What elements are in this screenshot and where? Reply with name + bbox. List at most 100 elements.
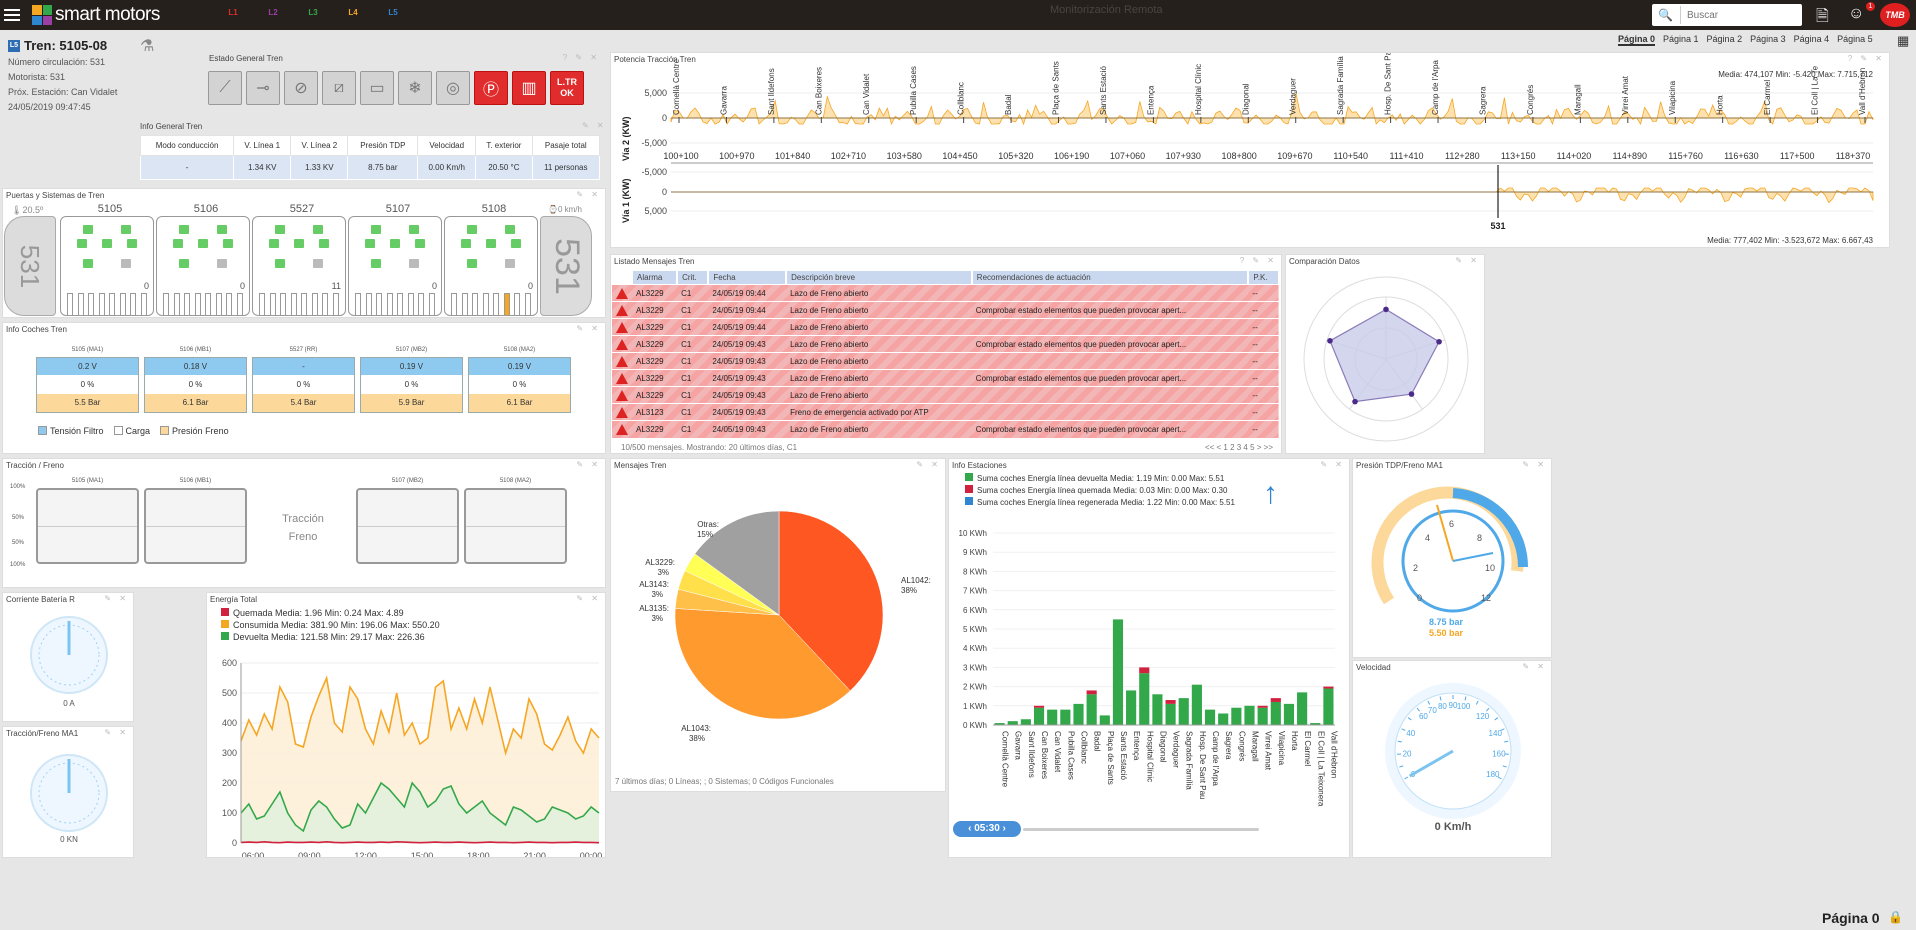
car-5108[interactable]: 0 xyxy=(444,216,538,316)
menu-icon[interactable] xyxy=(4,6,20,24)
traccion-bar[interactable] xyxy=(464,488,567,564)
bar-devuelta[interactable] xyxy=(1047,709,1058,725)
table-row[interactable]: AL3229 C1 24/05/19 09:44 Lazo de Freno abie… xyxy=(612,284,1279,302)
radar-point[interactable] xyxy=(1436,338,1442,345)
pie-slice-al1043[interactable] xyxy=(674,608,851,720)
time-slider-handle[interactable]: ‹ 05:30 › xyxy=(953,821,1021,837)
bar-devuelta[interactable] xyxy=(1152,694,1163,725)
search-icon[interactable]: 🔍 xyxy=(1658,8,1673,22)
panel-controls[interactable]: ✎ ✕ xyxy=(576,460,601,469)
tab-pagina-3[interactable]: Página 3 xyxy=(1750,34,1786,44)
radar-point[interactable] xyxy=(1352,398,1358,405)
radar-point[interactable] xyxy=(1408,391,1415,397)
tab-pagina-2[interactable]: Página 2 xyxy=(1706,34,1743,44)
panel-controls[interactable]: ? ✎ ✕ xyxy=(562,53,600,62)
bar-quemada[interactable] xyxy=(1257,705,1268,708)
table-row[interactable]: AL3123 C1 24/05/19 09:43 Freno de emergenci… xyxy=(612,403,1279,421)
pie-slice-otras[interactable] xyxy=(694,510,780,616)
bar-devuelta[interactable] xyxy=(1297,692,1308,725)
parking-brake-icon[interactable]: ◎ xyxy=(436,71,470,105)
bar-devuelta[interactable] xyxy=(1191,684,1202,725)
panel-controls[interactable]: ✎ ✕ xyxy=(104,594,129,603)
train-head-left[interactable]: 531 xyxy=(4,216,56,316)
panel-controls[interactable]: ✎ ✕ xyxy=(576,594,601,603)
bar-devuelta[interactable] xyxy=(1310,723,1321,725)
bar-devuelta[interactable] xyxy=(1178,698,1189,725)
brake-disc-icon[interactable]: ⊘ xyxy=(284,71,318,105)
car-5105[interactable]: 0 xyxy=(60,216,154,316)
panel-controls[interactable]: ✎ ✕ xyxy=(104,728,129,737)
bar-quemada[interactable] xyxy=(1033,705,1045,708)
bar-quemada[interactable] xyxy=(1086,690,1097,695)
bar-quemada[interactable] xyxy=(1165,700,1176,704)
mensajes-header[interactable]: Alarma xyxy=(632,271,679,285)
mensajes-header[interactable]: P.K. xyxy=(1248,271,1280,285)
grid-icon[interactable]: ▦ xyxy=(1897,33,1910,48)
traccion-bar[interactable] xyxy=(356,488,459,564)
bar-devuelta[interactable] xyxy=(1139,673,1150,725)
line-devuelta[interactable] xyxy=(240,781,600,833)
bar-quemada[interactable] xyxy=(1139,667,1150,674)
switch-icon[interactable]: ⊸ xyxy=(246,71,280,105)
train-head-right[interactable]: 531 xyxy=(540,216,592,316)
traccion-bar[interactable] xyxy=(144,488,247,564)
bar-devuelta[interactable] xyxy=(1033,707,1045,725)
pie-slice-al1042[interactable] xyxy=(778,510,884,692)
bar-devuelta[interactable] xyxy=(1323,688,1334,725)
traccion-bar[interactable] xyxy=(36,488,139,564)
bar-devuelta[interactable] xyxy=(1112,619,1124,725)
bar-devuelta[interactable] xyxy=(1204,709,1216,725)
battery-icon[interactable]: ▭ xyxy=(360,71,394,105)
ltr-ok-button[interactable]: L.TR OK xyxy=(550,71,584,105)
bar-devuelta[interactable] xyxy=(1073,703,1084,725)
tab-pagina-5[interactable]: Página 5 xyxy=(1837,34,1873,44)
search-input[interactable] xyxy=(1680,6,1798,24)
time-slider-track[interactable] xyxy=(1023,828,1259,831)
mensajes-header[interactable]: Crit. xyxy=(677,271,710,285)
bar-devuelta[interactable] xyxy=(1270,701,1281,725)
bar-devuelta[interactable] xyxy=(1257,707,1268,725)
line-tab-l3[interactable]: L3 xyxy=(308,8,318,17)
panel-controls[interactable]: ✎ ✕ xyxy=(1320,460,1345,469)
parking-icon[interactable]: Ⓟ xyxy=(474,71,508,105)
pantograph-icon[interactable]: ⟋ xyxy=(208,71,242,105)
panel-controls[interactable]: ✎ ✕ xyxy=(582,121,607,130)
line-tab-l4[interactable]: L4 xyxy=(348,8,358,17)
table-row[interactable]: AL3229 C1 24/05/19 09:44 Lazo de Freno abie… xyxy=(612,318,1279,336)
car-5527[interactable]: 11 xyxy=(252,216,346,316)
bar-devuelta[interactable] xyxy=(1231,707,1242,725)
document-icon[interactable]: 🗎 xyxy=(1816,8,1829,25)
table-row[interactable]: AL3229 C1 24/05/19 09:43 Lazo de Freno abie… xyxy=(612,386,1279,404)
radar-point[interactable] xyxy=(1327,337,1333,344)
panel-controls[interactable]: ? ✎ ✕ xyxy=(1847,54,1885,63)
panel-controls[interactable]: ✎ ✕ xyxy=(576,324,601,333)
line-tab-l1[interactable]: L1 xyxy=(228,8,238,17)
converter-icon[interactable]: ⧄ xyxy=(322,71,356,105)
via1-series[interactable] xyxy=(671,187,1874,204)
tmb-logo[interactable]: TMB xyxy=(1880,3,1910,27)
search-box[interactable]: 🔍 xyxy=(1652,4,1802,26)
line-quemada[interactable] xyxy=(240,840,600,844)
line-consumida[interactable] xyxy=(240,675,600,756)
lock-icon[interactable]: 🔒 xyxy=(1888,910,1903,924)
car-5106[interactable]: 0 xyxy=(156,216,250,316)
bar-devuelta[interactable] xyxy=(1060,709,1071,725)
bar-devuelta[interactable] xyxy=(1020,719,1031,725)
line-tab-l5[interactable]: L5 xyxy=(388,8,398,17)
tab-pagina-4[interactable]: Página 4 xyxy=(1793,34,1830,44)
bar-devuelta[interactable] xyxy=(1218,713,1229,725)
tab-pagina-1[interactable]: Página 1 xyxy=(1663,34,1699,44)
radar-area[interactable] xyxy=(1329,308,1440,403)
user-icon[interactable]: ☺ xyxy=(1848,5,1865,22)
bar-devuelta[interactable] xyxy=(994,723,1005,725)
table-row[interactable]: AL3229 C1 24/05/19 09:43 Lazo de Freno abie… xyxy=(612,335,1279,353)
panel-controls[interactable]: ✎ ✕ xyxy=(1522,662,1547,671)
mensajes-header[interactable]: Fecha xyxy=(708,271,788,285)
radar-point[interactable] xyxy=(1383,306,1389,313)
bar-devuelta[interactable] xyxy=(1086,694,1097,725)
bar-devuelta[interactable] xyxy=(1244,705,1255,725)
panel-controls[interactable]: ✎ ✕ xyxy=(576,190,601,199)
tab-pagina-0[interactable]: Página 0 xyxy=(1618,34,1656,46)
car-5107[interactable]: 0 xyxy=(348,216,442,316)
snowflake-icon[interactable]: ❄ xyxy=(398,71,432,105)
